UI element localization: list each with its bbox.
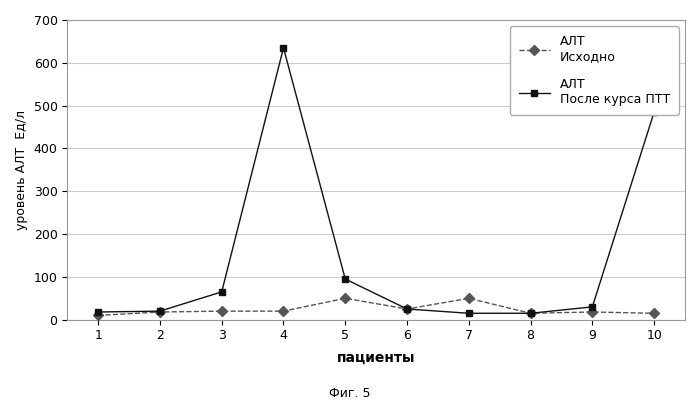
Text: Фиг. 5: Фиг. 5: [329, 387, 371, 400]
Y-axis label: уровень АЛТ  Ед/л: уровень АЛТ Ед/л: [15, 110, 28, 230]
X-axis label: пациенты: пациенты: [337, 351, 415, 365]
Legend: АЛТ
Исходно, АЛТ
После курса ПТТ: АЛТ Исходно, АЛТ После курса ПТТ: [510, 26, 679, 115]
